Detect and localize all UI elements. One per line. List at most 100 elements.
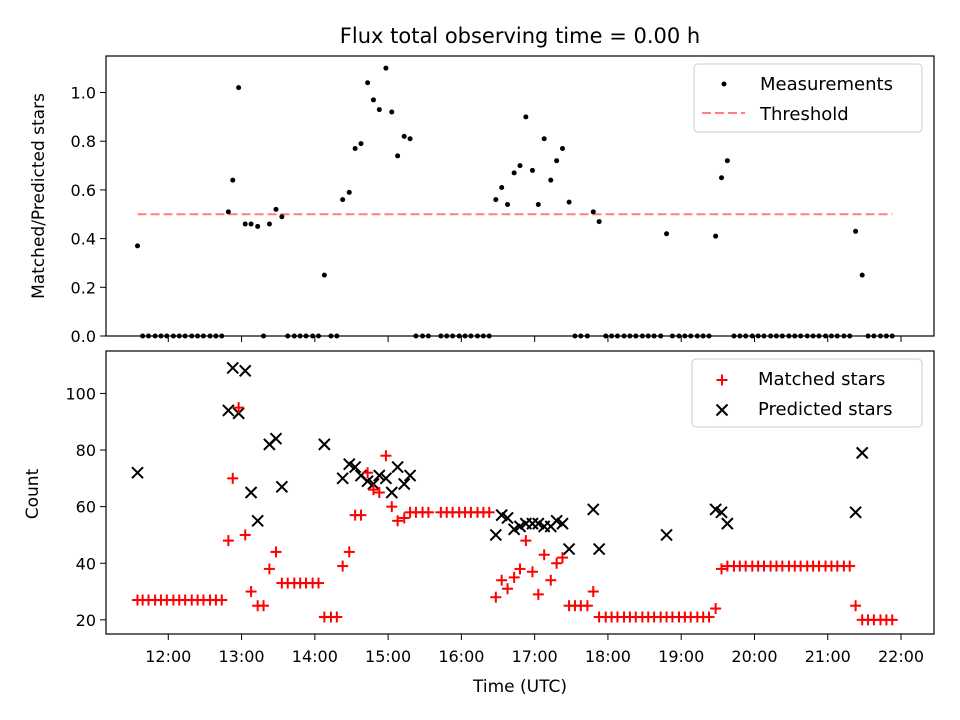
predicted-star-point [715,506,728,519]
measurement-point [664,231,670,237]
measurement-point [219,333,225,339]
predicted-star-point [222,404,235,417]
cross-b [403,469,417,482]
measurement-point [170,333,176,339]
measurement-point [535,202,541,208]
measurement-point [810,333,816,339]
matched-star-point [258,600,270,612]
bottom-y-tick-label: 80 [76,441,96,460]
cross-b [232,407,245,420]
measurement-point [633,333,639,339]
measurement-point [779,333,785,339]
bottom-x-tick-label: 18:00 [585,647,631,666]
measurement-point [365,80,371,86]
legend-threshold-label: Threshold [759,104,849,125]
cross-b [855,446,869,460]
matched-star-point [270,546,282,558]
predicted-star-point [336,472,349,485]
cross-b [501,511,514,525]
predicted-star-point [489,528,503,542]
measurement-point [682,333,688,339]
matched-star-point [710,603,722,615]
measurement-point [724,158,730,164]
matched-star-point [886,614,898,626]
matched-star-point [355,509,367,521]
bottom-y-tick-label: 40 [76,554,96,573]
bottom-x-tick-label: 22:00 [878,647,924,666]
measurement-point [828,333,834,339]
measurement-point [444,333,450,339]
measurement-point [816,333,822,339]
measurement-point [401,133,407,139]
predicted-star-point [526,517,539,530]
measurement-point [376,107,382,113]
matched-star-point [551,557,563,569]
bottom-x-tick-label: 17:00 [512,647,558,666]
measurement-point [425,333,431,339]
matched-star-point [508,571,520,583]
measurement-point [804,333,810,339]
cross-b [556,517,569,530]
measurement-point [841,333,847,339]
measurement-point [261,333,267,339]
legend-cross [715,403,729,417]
cross-b [367,477,380,491]
measurement-point [584,333,590,339]
measurement-point [279,214,285,220]
measurement-point [383,65,389,71]
matched-star-point [422,506,434,518]
measurement-point [135,243,141,249]
measurement-point [865,333,871,339]
cross-b [244,486,258,499]
cross-b [318,438,331,451]
predicted-star-point [398,477,411,491]
measurement-point [315,333,321,339]
measurement-point [242,221,248,227]
cross-b [526,517,539,530]
cross-b [239,364,252,378]
predicted-star-point [318,438,331,451]
matched-star-point [496,574,508,586]
measurement-point [456,333,462,339]
measurement-point [291,333,297,339]
predicted-star-point [269,432,283,445]
measurement-point [370,97,376,103]
cross-b [715,506,728,519]
measurement-point [883,333,889,339]
top-y-tick-label: 0.2 [71,278,96,297]
measurement-point [658,333,664,339]
measurement-point [743,333,749,339]
cross-b [251,514,264,528]
cross-b [489,528,503,542]
measurement-point [158,333,164,339]
measurement-points [135,65,895,339]
bottom-x-tick-label: 20:00 [731,647,777,666]
legend-predicted-label: Predicted stars [758,399,892,420]
measurement-point [768,333,774,339]
matched-star-point [245,586,257,598]
top-legend: Measurements Threshold [693,63,923,133]
measurement-point [889,333,895,339]
legend-plus [716,374,728,386]
predicted-star-point [587,503,600,516]
cross-b [336,472,349,485]
measurement-point [792,333,798,339]
measurement-point [189,333,195,339]
bottom-x-tick-label: 19:00 [658,647,704,666]
measurement-point [559,146,565,152]
measurement-point [145,333,151,339]
measurement-point [645,333,651,339]
top-y-tick-label: 1.0 [71,84,96,103]
measurement-point [621,333,627,339]
bottom-panel: 20 40 60 80 100 12:00 13:00 14:00 15:00 16:00 17:… [23,350,935,697]
matched-star-point [222,535,234,547]
measurement-point [566,199,572,205]
measurement-point [706,333,712,339]
measurement-point [493,197,499,203]
predicted-star-point [660,528,673,542]
matched-star-point [337,560,349,572]
measurement-point [152,333,158,339]
predicted-star-point [226,361,239,375]
cross-b [226,361,239,375]
matched-star-point [331,611,343,623]
